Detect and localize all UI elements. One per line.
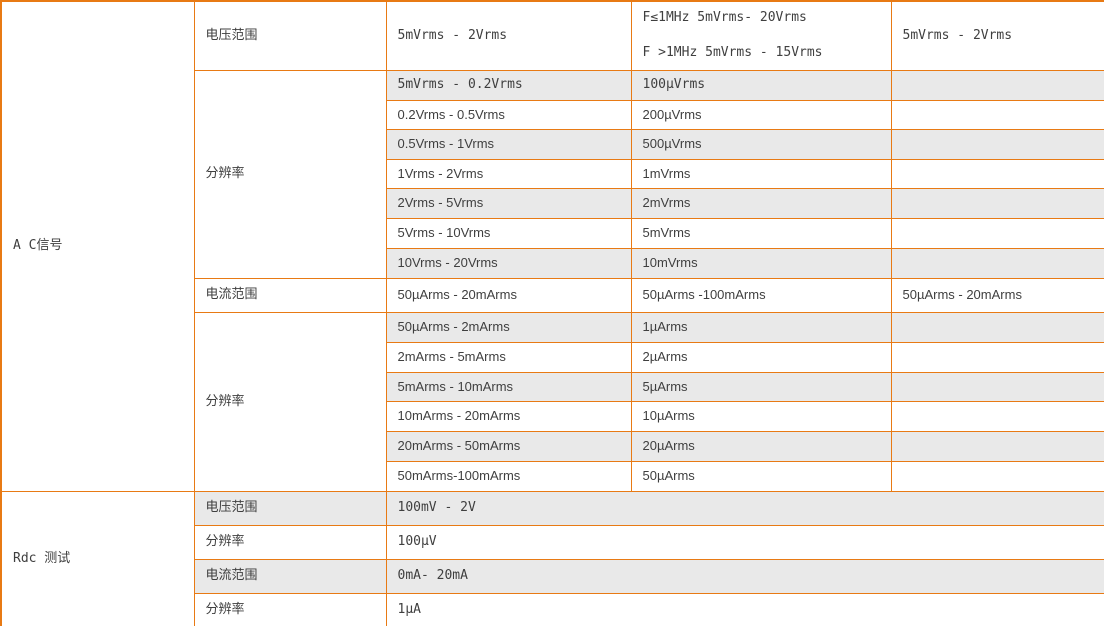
empty-cell (890, 430, 1104, 462)
value-cell: 10Vrms - 20Vrms (385, 247, 632, 279)
empty-cell (890, 400, 1104, 432)
empty-cell (890, 460, 1104, 492)
value-cell: 50µArms - 2mArms (385, 311, 632, 343)
table-row: 10Vrms - 20Vrms 10mVrms (1, 247, 1104, 279)
value-cell: 200µVrms (630, 99, 892, 130)
value-cell: F≤1MHz 5mVrms- 20Vrms F >1MHz 5mVrms - 15… (630, 0, 892, 71)
table-row: A C信号 电压范围 5mVrms - 2Vrms F≤1MHz 5mVrms- 20… (0, 0, 1104, 492)
table-row: 20mArms - 50mArms 20µArms (1, 430, 1104, 462)
value-cell: 2Vrms - 5Vrms (385, 187, 632, 219)
table-row: 0.5Vrms - 1Vrms 500µVrms (1, 128, 1104, 160)
empty-cell (890, 341, 1104, 373)
row-label-resolution: 分辨率 (193, 311, 387, 492)
value-cell: 100µV (385, 524, 1104, 560)
value-line: F >1MHz 5mVrms - 15Vrms (642, 45, 823, 61)
value-cell: 0mA- 20mA (385, 558, 1104, 594)
table-row: 5mArms - 10mArms 5µArms (1, 371, 1104, 402)
value-cell: 5mVrms (630, 217, 892, 249)
value-cell: 20µArms (630, 430, 892, 462)
table-row: 10mArms - 20mArms 10µArms (1, 400, 1104, 432)
value-cell: 20mArms - 50mArms (385, 430, 632, 462)
table-row: 2mArms - 5mArms 2µArms (1, 341, 1104, 373)
value-cell: 1mVrms (630, 158, 892, 189)
value-cell: 2µArms (630, 341, 892, 373)
row-label-voltage-range: 电压范围 (193, 490, 387, 526)
value-cell: 50mArms-100mArms (385, 460, 632, 492)
value-cell: 10µArms (630, 400, 892, 432)
row-label-resolution: 分辨率 (193, 524, 387, 560)
value-cell: 10mArms - 20mArms (385, 400, 632, 432)
empty-cell (890, 69, 1104, 101)
empty-cell (890, 99, 1104, 130)
row-label-resolution: 分辨率 (193, 69, 387, 279)
empty-cell (890, 247, 1104, 279)
value-cell: 0.5Vrms - 1Vrms (385, 128, 632, 160)
empty-cell (890, 187, 1104, 219)
table-row: 分辨率 100µV (1, 524, 1104, 560)
table-row: 电流范围 0mA- 20mA (1, 558, 1104, 594)
value-cell: 10mVrms (630, 247, 892, 279)
value-cell: 50µArms (630, 460, 892, 492)
section-label-ac: A C信号 (0, 0, 195, 492)
row-label-current-range: 电流范围 (193, 277, 387, 313)
table-row: 分辨率 1µA (1, 592, 1104, 626)
value-cell: 50µArms -100mArms (630, 277, 892, 313)
row-label-resolution: 分辨率 (193, 592, 387, 626)
empty-cell (890, 311, 1104, 343)
value-cell: 5µArms (630, 371, 892, 402)
table-row: 1Vrms - 2Vrms 1mVrms (1, 158, 1104, 189)
value-cell: 2mVrms (630, 187, 892, 219)
empty-cell (890, 128, 1104, 160)
table-row: 分辨率 50µArms - 2mArms 1µArms (1, 311, 1104, 492)
row-label-current-range: 电流范围 (193, 558, 387, 594)
value-cell: 5mVrms - 2Vrms (385, 0, 632, 71)
value-cell: 1µArms (630, 311, 892, 343)
table-row: 分辨率 5mVrms - 0.2Vrms 100µVrms (1, 69, 1104, 279)
value-cell: 5Vrms - 10Vrms (385, 217, 632, 249)
value-cell: 5mVrms - 0.2Vrms (385, 69, 632, 101)
value-cell: 50µArms - 20mArms (890, 277, 1104, 313)
table-row: 2Vrms - 5Vrms 2mVrms (1, 187, 1104, 219)
value-cell: 2mArms - 5mArms (385, 341, 632, 373)
table-row: 电流范围 50µArms - 20mArms 50µArms -100mArms 50… (1, 277, 1104, 313)
empty-cell (890, 217, 1104, 249)
value-cell: 0.2Vrms - 0.5Vrms (385, 99, 632, 130)
value-cell: 1µA (385, 592, 1104, 626)
value-cell: 100mV - 2V (385, 490, 1104, 526)
table-row: Rdc 测试 电压范围 100mV - 2V (0, 490, 1104, 626)
value-cell: 5mVrms - 2Vrms (890, 0, 1104, 71)
value-cell: 500µVrms (630, 128, 892, 160)
value-cell: 5mArms - 10mArms (385, 371, 632, 402)
value-cell: 50µArms - 20mArms (385, 277, 632, 313)
empty-cell (890, 371, 1104, 402)
empty-cell (890, 158, 1104, 189)
section-label-rdc: Rdc 测试 (0, 490, 195, 626)
value-line: F≤1MHz 5mVrms- 20Vrms (642, 10, 807, 26)
value-cell: 1Vrms - 2Vrms (385, 158, 632, 189)
row-label-voltage-range: 电压范围 (193, 0, 387, 71)
value-cell: 100µVrms (630, 69, 892, 101)
table-row: 50mArms-100mArms 50µArms (1, 460, 1104, 492)
